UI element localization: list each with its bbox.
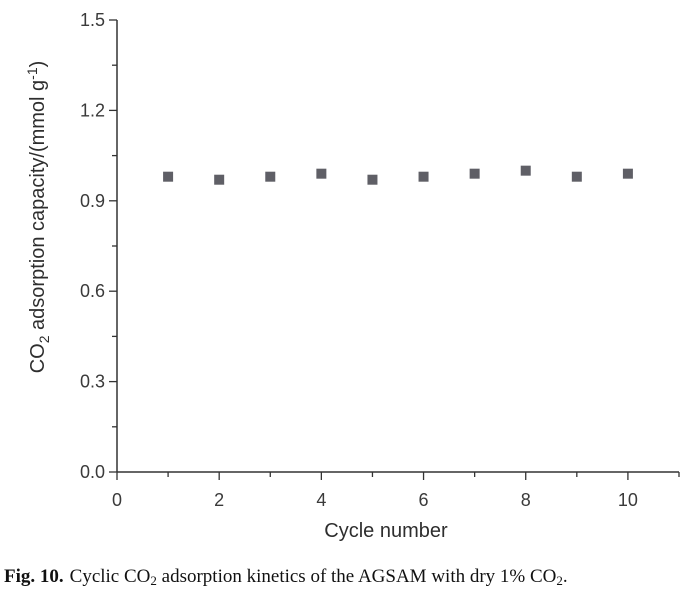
y-axis-title-close: ): [27, 61, 49, 68]
data-point: [469, 168, 480, 179]
y-tick-label: 0.0: [80, 462, 105, 482]
axes: 0 2 4 6 8 10 0.0 0.3 0.6 0.9 1.2 1.5: [80, 10, 680, 510]
y-axis-title-main: CO: [27, 343, 49, 373]
x-tick-label: 0: [112, 490, 122, 510]
caption-subscript-1: 2: [150, 573, 157, 588]
y-tick-label: 0.9: [80, 191, 105, 211]
data-point: [418, 171, 429, 182]
x-axis-title: Cycle number: [324, 520, 448, 542]
x-tick-label: 4: [316, 490, 326, 510]
chart: 0 2 4 6 8 10 0.00.30.60.91.21.5 Cycle number …: [24, 10, 680, 542]
data-point: [316, 168, 327, 179]
y-axis-title-superscript: -1: [24, 67, 40, 80]
caption-text-3: .: [562, 566, 568, 587]
figure-label: Fig. 10.: [4, 566, 64, 587]
y-tick-label: 0.3: [80, 372, 105, 392]
data-point: [163, 171, 174, 182]
caption-subscript-2: 2: [556, 573, 563, 588]
data-point: [571, 171, 582, 182]
y-tick-label: 1.2: [80, 100, 105, 120]
data-point: [520, 165, 531, 176]
y-axis-title: CO2 adsorption capacity/(mmol g-1): [24, 61, 52, 374]
x-tick-label: 2: [214, 490, 224, 510]
y-ticks: 0.0 0.3 0.6 0.9 1.2 1.5: [80, 10, 117, 482]
data-point: [367, 174, 378, 185]
y-axis-title-rest: adsorption capacity/(mmol g: [27, 80, 49, 336]
caption-text-2: adsorption kinetics of the AGSAM with dr…: [156, 566, 557, 587]
y-axis-title-subscript: 2: [36, 335, 52, 343]
x-tick-label: 10: [618, 490, 638, 510]
data-points: [163, 165, 633, 185]
y-tick-label: 0.6: [80, 281, 105, 301]
data-point: [265, 171, 276, 182]
x-tick-label: 6: [419, 490, 429, 510]
figure-caption: Fig. 10. Cyclic CO2 adsorption kinetics o…: [4, 566, 690, 588]
data-point: [214, 174, 225, 185]
data-point: [622, 168, 633, 179]
caption-text-1: Cyclic CO: [69, 566, 151, 587]
x-tick-label: 8: [521, 490, 531, 510]
x-ticks: 0 2 4 6 8 10: [112, 472, 680, 510]
y-tick-label: 1.5: [80, 10, 105, 30]
